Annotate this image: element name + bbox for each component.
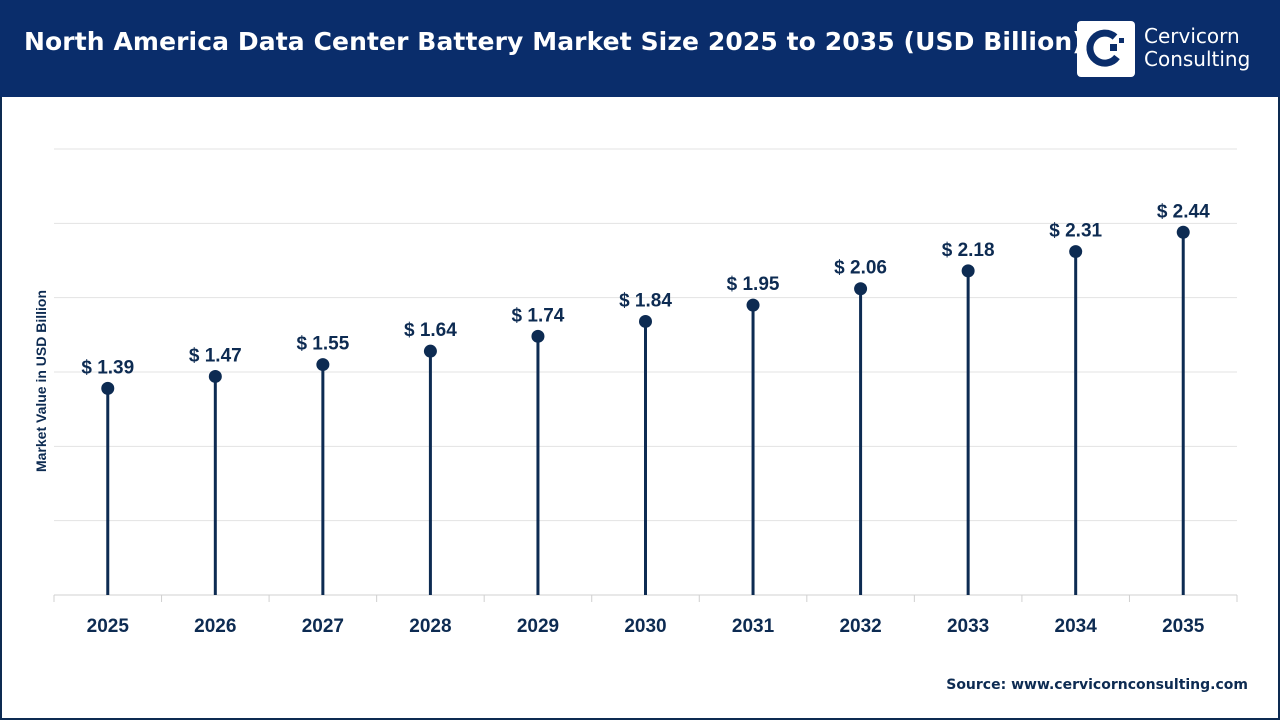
- data-point: [639, 314, 652, 328]
- x-tick-label: 2035: [1162, 616, 1205, 637]
- data-point: [423, 344, 437, 358]
- data-label: $ 1.95: [727, 274, 780, 295]
- logo-line-2: Consulting: [1144, 47, 1251, 71]
- data-label: $ 1.55: [296, 334, 349, 355]
- data-point: [746, 298, 760, 312]
- x-tick-label: 2028: [409, 616, 451, 637]
- chart-title: North America Data Center Battery Market…: [24, 27, 1084, 56]
- data-label: $ 1.64: [404, 320, 457, 341]
- source-note: Source: www.cervicornconsulting.com: [946, 677, 1248, 693]
- x-tick-label: 2032: [839, 616, 881, 637]
- data-point: [531, 329, 545, 343]
- cervicorn-logo-icon: [1077, 21, 1135, 77]
- logo-text: Cervicorn Consulting: [1144, 25, 1250, 71]
- data-label: $ 2.18: [942, 240, 995, 261]
- x-tick-label: 2034: [1055, 616, 1098, 637]
- x-tick-label: 2025: [87, 616, 130, 637]
- data-point: [961, 264, 975, 278]
- data-point: [316, 358, 330, 372]
- data-point: [1176, 225, 1190, 239]
- data-label: $ 2.06: [834, 258, 887, 279]
- data-label: $ 2.44: [1157, 201, 1210, 222]
- data-point: [208, 369, 222, 383]
- x-tick-label: 2030: [624, 616, 666, 637]
- data-label: $ 1.84: [619, 290, 672, 311]
- header-bar: North America Data Center Battery Market…: [0, 0, 1280, 97]
- data-label: $ 2.31: [1049, 221, 1102, 242]
- data-point: [101, 381, 115, 395]
- data-point: [1069, 245, 1083, 259]
- x-tick-label: 2027: [302, 616, 344, 637]
- data-point: [854, 282, 868, 296]
- data-label: $ 1.74: [512, 305, 565, 326]
- y-axis-label: Market Value in USD Billion: [33, 290, 49, 472]
- x-tick-label: 2033: [947, 616, 989, 637]
- data-label: $ 1.39: [81, 357, 134, 378]
- x-tick-label: 2029: [517, 616, 559, 637]
- x-tick-label: 2031: [732, 616, 775, 637]
- x-tick-label: 2026: [194, 616, 236, 637]
- data-label: $ 1.47: [189, 345, 242, 366]
- logo-line-1: Cervicorn: [1144, 24, 1240, 48]
